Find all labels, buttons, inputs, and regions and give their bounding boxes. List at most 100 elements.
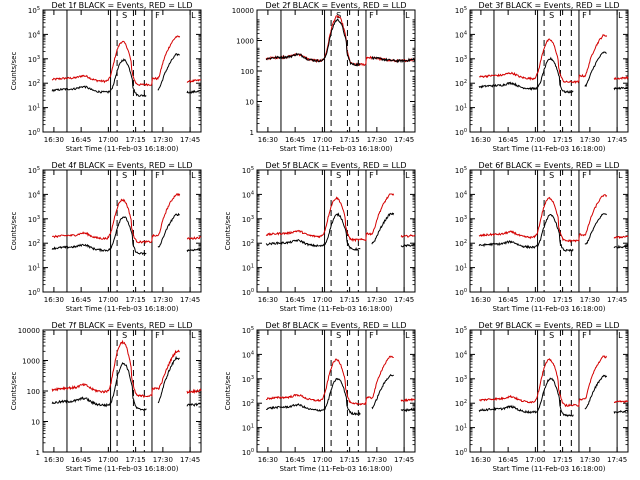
x-tick-label: 16:45 xyxy=(71,136,91,144)
y-tick-label: 102 xyxy=(455,239,467,248)
y-tick-label: 101 xyxy=(455,264,467,273)
x-tick-label: 17:00 xyxy=(98,136,118,144)
events-series-line xyxy=(265,212,416,251)
y-tick-label: 104 xyxy=(28,190,40,199)
x-tick-label: 17:45 xyxy=(607,136,627,144)
plot-frame xyxy=(256,329,416,453)
lld-series-line xyxy=(265,193,416,243)
lld-series-line xyxy=(266,355,416,406)
marker-l: L xyxy=(618,331,623,340)
lld-series-line xyxy=(51,35,201,87)
marker-f: F xyxy=(369,331,374,340)
x-axis-label: Start Time (11-Feb-03 16:18:00) xyxy=(492,465,605,473)
x-tick-label: 16:30 xyxy=(471,456,491,464)
marker-f: F xyxy=(155,331,160,340)
y-tick-label: 104 xyxy=(455,350,467,359)
marker-l: L xyxy=(405,331,410,340)
x-tick-label: 16:45 xyxy=(285,296,305,304)
y-tick-label: 1000 xyxy=(22,358,40,366)
detector-panel-2: 16:30 16:45 17:00 17:15 17:30 17:45 1 10 100 1000… xyxy=(232,1,416,153)
y-tick-label: 10 xyxy=(245,99,254,107)
plot-frame xyxy=(469,9,629,133)
lld-series-line xyxy=(478,355,629,408)
marker-s: S xyxy=(336,11,341,20)
y-tick-label: 104 xyxy=(455,190,467,199)
y-tick-label: 100 xyxy=(241,68,254,76)
x-tick-label: 16:30 xyxy=(471,296,491,304)
y-tick-label: 104 xyxy=(242,350,254,359)
panel-title: Det 8f BLACK = Events, RED = LLD xyxy=(265,321,406,330)
x-axis-label: Start Time (11-Feb-03 16:18:00) xyxy=(279,305,392,313)
y-tick-label: 105 xyxy=(455,166,467,175)
y-tick-label: 100 xyxy=(28,128,40,137)
y-tick-label: 100 xyxy=(27,388,40,396)
marker-s: S xyxy=(336,331,341,340)
marker-s: S xyxy=(549,331,554,340)
lld-series-line xyxy=(51,193,202,245)
events-series-line xyxy=(51,53,202,98)
y-tick-label: 10000 xyxy=(232,7,254,15)
marker-s: S xyxy=(122,11,127,20)
panel-title: Det 4f BLACK = Events, RED = LLD xyxy=(51,161,192,170)
x-tick-label: 17:15 xyxy=(553,456,573,464)
panel-title: Det 5f BLACK = Events, RED = LLD xyxy=(265,161,406,170)
x-axis-label: Start Time (11-Feb-03 16:18:00) xyxy=(492,145,605,153)
x-tick-label: 17:45 xyxy=(607,456,627,464)
marker-l: L xyxy=(191,171,196,180)
detector-panel-3: 16:30 16:45 17:00 17:15 17:30 17:45 100 101 102 1… xyxy=(455,1,629,153)
marker-s: S xyxy=(336,171,341,180)
x-tick-label: 17:45 xyxy=(607,296,627,304)
y-tick-label: 100 xyxy=(28,288,40,297)
panel-title: Det 6f BLACK = Events, RED = LLD xyxy=(478,161,619,170)
x-tick-label: 17:45 xyxy=(394,456,414,464)
detector-panel-1: 16:30 16:45 17:00 17:15 17:30 17:45 100 101 102 1… xyxy=(10,1,202,153)
x-axis-label: Start Time (11-Feb-03 16:18:00) xyxy=(279,145,392,153)
y-tick-label: 102 xyxy=(242,239,254,248)
x-tick-label: 17:30 xyxy=(580,136,600,144)
x-tick-label: 16:45 xyxy=(285,456,305,464)
x-tick-label: 16:30 xyxy=(258,136,278,144)
x-tick-label: 16:30 xyxy=(44,456,64,464)
y-tick-label: 105 xyxy=(242,166,254,175)
plot-frame xyxy=(469,169,629,293)
marker-f: F xyxy=(369,171,374,180)
events-series-line xyxy=(51,355,202,412)
detector-panel-8: 16:30 16:45 17:00 17:15 17:30 17:45 100 101 102 1… xyxy=(224,321,416,473)
marker-l: L xyxy=(618,171,623,180)
x-axis-label: Start Time (11-Feb-03 16:18:00) xyxy=(65,145,178,153)
marker-f: F xyxy=(369,11,374,20)
x-tick-label: 17:45 xyxy=(180,296,200,304)
x-tick-label: 17:30 xyxy=(367,136,387,144)
y-axis-label: Counts/sec xyxy=(224,212,232,251)
panel-title: Det 2f BLACK = Events, RED = LLD xyxy=(265,1,406,10)
y-tick-label: 103 xyxy=(28,55,40,64)
y-tick-label: 10000 xyxy=(18,327,40,335)
x-tick-label: 17:30 xyxy=(153,296,173,304)
y-tick-label: 103 xyxy=(242,375,254,384)
marker-f: F xyxy=(582,171,587,180)
x-tick-label: 17:15 xyxy=(340,456,360,464)
x-tick-label: 17:00 xyxy=(525,136,545,144)
x-tick-label: 17:15 xyxy=(340,136,360,144)
x-tick-label: 17:45 xyxy=(394,296,414,304)
x-tick-label: 16:45 xyxy=(71,456,91,464)
marker-f: F xyxy=(155,171,160,180)
x-tick-label: 17:30 xyxy=(367,456,387,464)
x-tick-label: 16:45 xyxy=(498,296,518,304)
y-tick-label: 103 xyxy=(455,215,467,224)
panel-title: Det 9f BLACK = Events, RED = LLD xyxy=(478,321,619,330)
y-tick-label: 100 xyxy=(455,288,467,297)
marker-f: F xyxy=(582,331,587,340)
marker-l: L xyxy=(405,171,410,180)
y-tick-label: 103 xyxy=(455,55,467,64)
x-tick-label: 17:00 xyxy=(525,296,545,304)
y-tick-label: 102 xyxy=(28,79,40,88)
y-tick-label: 103 xyxy=(242,215,254,224)
marker-f: F xyxy=(155,11,160,20)
y-tick-label: 1000 xyxy=(236,38,254,46)
x-tick-label: 17:15 xyxy=(553,136,573,144)
x-tick-label: 16:45 xyxy=(71,296,91,304)
y-tick-label: 103 xyxy=(28,215,40,224)
events-series-line xyxy=(265,18,416,67)
marker-l: L xyxy=(191,11,196,20)
